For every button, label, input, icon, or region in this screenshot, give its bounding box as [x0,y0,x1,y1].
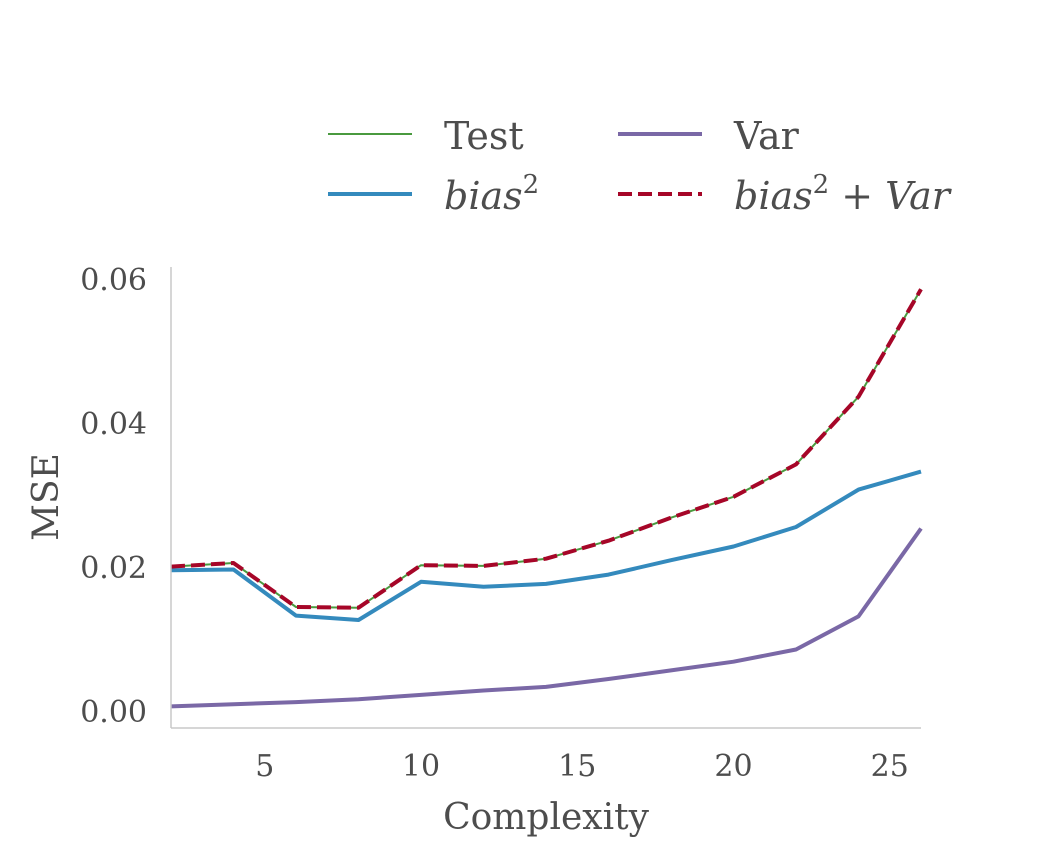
legend-label: Var [733,114,800,158]
y-tick-labels: 0.00 0.02 0.04 0.06 [80,263,147,730]
series-line-var [170,527,923,709]
legend: Test bias2 Var bias2 + Var [328,114,953,218]
legend-item-bias2-var: bias2 + Var [618,170,953,218]
y-tick-label: 0.04 [80,407,147,442]
y-axis-label: MSE [26,453,67,541]
x-axis-label: Complexity [443,797,650,838]
axes [170,267,921,729]
legend-label: bias2 [444,170,539,218]
series-lines [170,288,923,709]
x-tick-label: 5 [255,749,274,784]
x-tick-label: 15 [558,749,596,784]
x-tick-labels: 5 10 15 20 25 [255,749,909,784]
x-tick-label: 20 [714,749,752,784]
legend-label: bias2 + Var [734,170,953,218]
y-tick-label: 0.06 [80,263,147,298]
x-tick-label: 25 [871,749,909,784]
series-line-bias2-var [170,288,923,610]
series-line-bias2 [170,469,922,622]
legend-item-bias2: bias2 [328,170,539,218]
y-tick-label: 0.02 [80,551,147,586]
x-tick-label: 10 [402,749,440,784]
legend-label: Test [444,114,524,158]
y-tick-label: 0.00 [80,695,147,730]
legend-item-var: Var [618,114,800,158]
legend-item-test: Test [328,114,524,158]
